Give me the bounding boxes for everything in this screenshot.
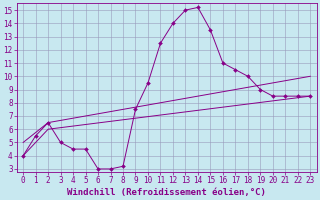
X-axis label: Windchill (Refroidissement éolien,°C): Windchill (Refroidissement éolien,°C) <box>67 188 266 197</box>
